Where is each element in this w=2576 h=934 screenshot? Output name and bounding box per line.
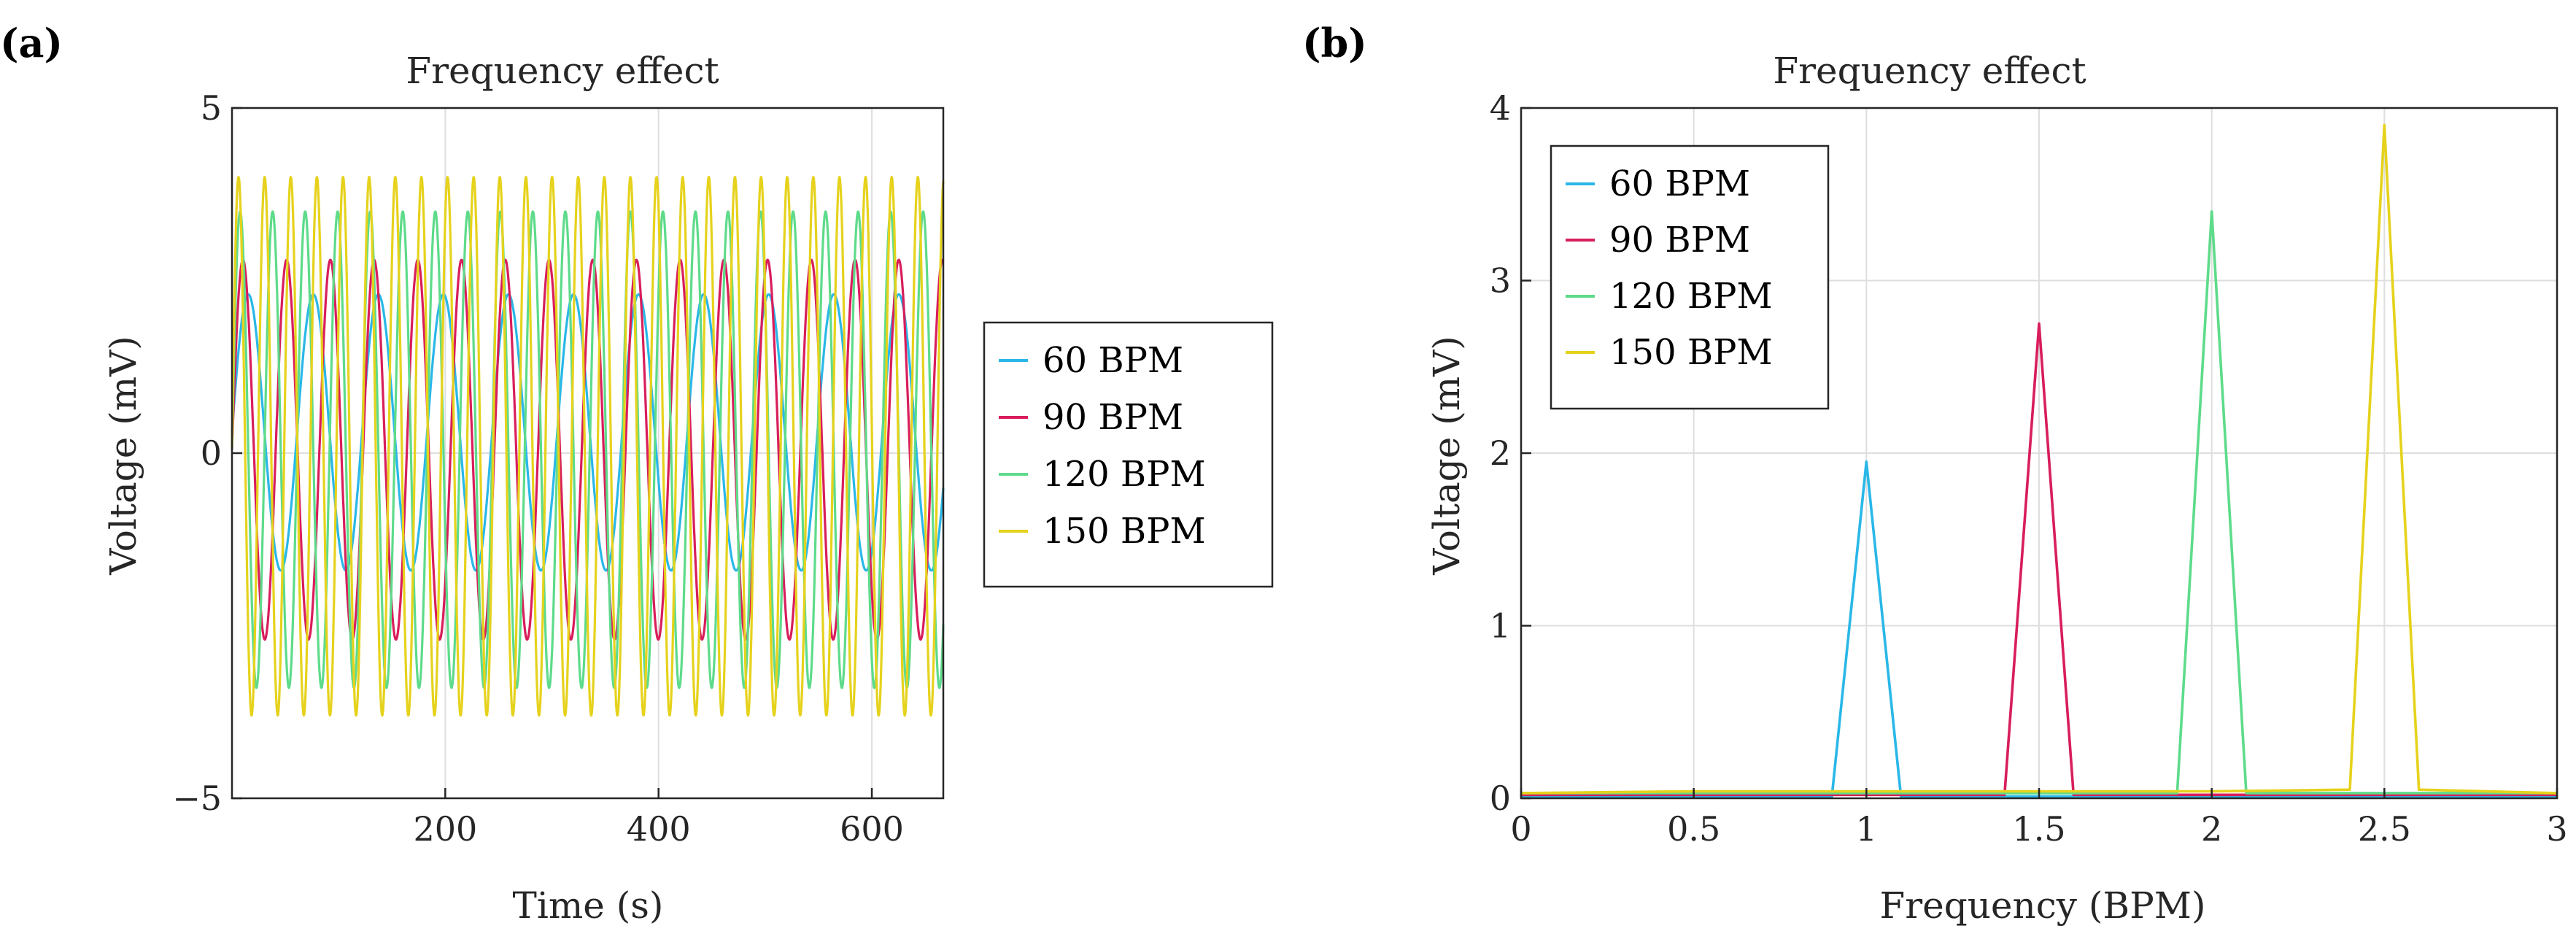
chart-b-title: Frequency effect [1773,50,2086,92]
chart-b-legend-label: 150 BPM [1609,332,1773,373]
chart-a-x-tick-label: 600 [840,809,904,849]
chart-b-y-tick-label: 2 [1490,433,1511,473]
chart-b-y-tick-label: 1 [1490,606,1511,646]
chart-a-y-axis-label: Voltage (mV) [102,336,144,576]
chart-b-legend-label: 120 BPM [1609,276,1773,317]
chart-b-x-tick-label: 0 [1510,809,1531,849]
chart-a-ticks: 200 400 600 −5 0 5 [172,88,904,849]
chart-a-y-tick-label: 0 [201,433,222,473]
chart-a-x-axis-label: Time (s) [513,884,664,927]
chart-b-x-axis-label: Frequency (BPM) [1880,884,2206,927]
chart-a-series-line-120-bpm [231,210,945,690]
chart-a-y-tick-label: −5 [172,779,222,818]
chart-b-series-line-90-bpm [1521,322,2557,797]
chart-b-x-tick-label: 1 [1856,809,1877,849]
chart-frequency-domain: Frequency effect Frequency (BPM) Voltage… [1426,50,2568,927]
chart-a-legend-label: 90 BPM [1043,397,1183,438]
chart-a-legend-box [983,321,1274,588]
chart-b-legend-label: 90 BPM [1609,220,1750,260]
chart-b-y-tick-label: 0 [1490,779,1511,818]
chart-a-series-group [231,176,945,717]
chart-b-x-tick-label: 3 [2546,809,2567,849]
chart-a-series-line-150-bpm [231,176,945,717]
chart-b-x-tick-label: 0.5 [1667,809,1720,849]
panel-label-b: (b) [1302,20,1367,66]
chart-b-y-axis-label: Voltage (mV) [1426,336,1468,576]
chart-a-y-tick-label: 5 [201,88,222,128]
chart-a-legend-label: 120 BPM [1043,454,1206,495]
chart-a-legend-label: 150 BPM [1043,511,1206,552]
chart-b-legend-box [1550,144,1830,410]
chart-b-y-tick-label: 3 [1490,261,1511,301]
chart-a-x-tick-label: 200 [413,809,477,849]
chart-b-x-tick-label: 2 [2201,809,2222,849]
chart-a-x-tick-label: 400 [627,809,691,849]
chart-b-x-tick-label: 2.5 [2358,809,2411,849]
chart-b-legend-label: 60 BPM [1609,163,1750,204]
chart-a-legend: 60 BPM 90 BPM 120 BPM 150 BPM [983,321,1274,588]
chart-b-series-group [1520,123,2558,798]
chart-b-y-tick-label: 4 [1490,88,1511,128]
panel-label-a: (a) [0,20,63,66]
chart-a-title: Frequency effect [406,50,719,92]
chart-b-ticks: 0 0.5 1 1.5 2 2.5 3 0 1 2 3 4 [1490,88,2568,849]
chart-a-legend-label: 60 BPM [1043,340,1183,381]
chart-b-series-line-120-bpm [1521,210,2557,795]
chart-b-series-line-60-bpm [1521,460,2557,798]
chart-time-domain: Frequency effect Time (s) Voltage (mV) 2… [102,50,1274,927]
chart-b-legend: 60 BPM 90 BPM 120 BPM 150 BPM [1550,144,1830,410]
chart-b-x-tick-label: 1.5 [2012,809,2065,849]
